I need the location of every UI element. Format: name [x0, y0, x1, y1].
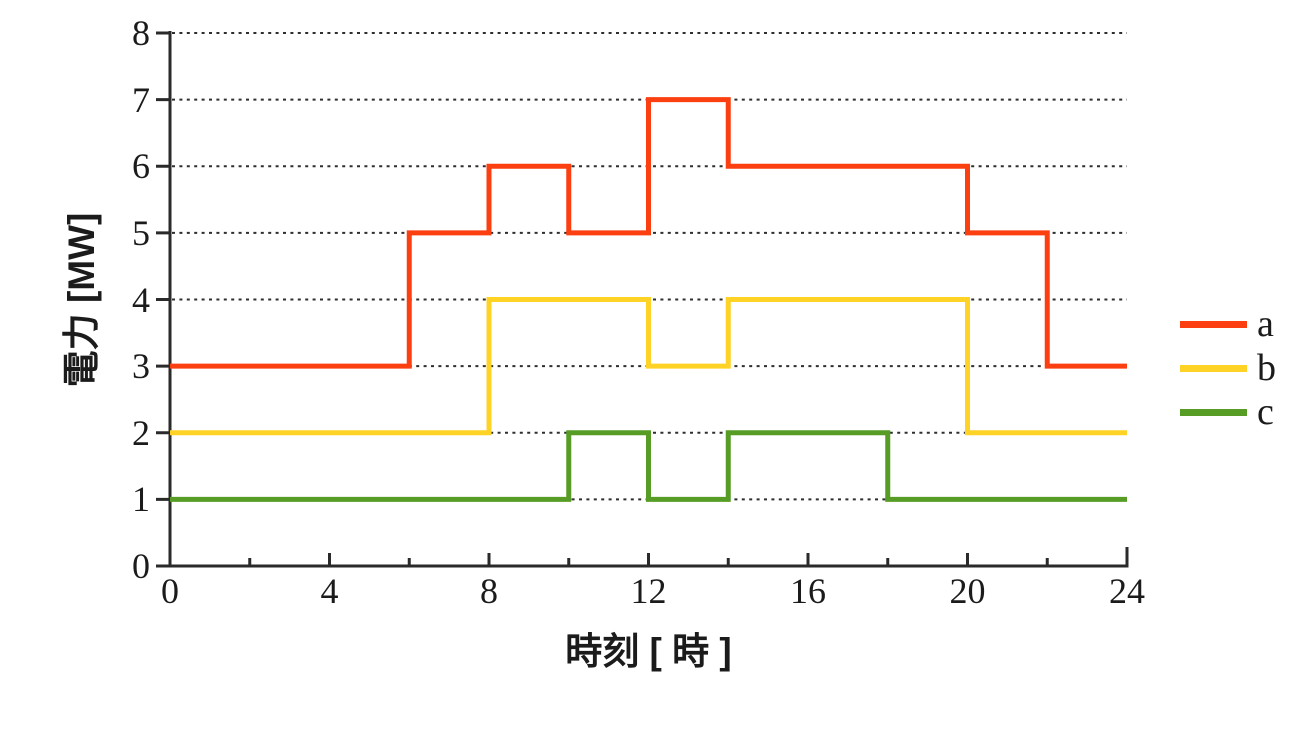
y-tick-label: 3 — [132, 346, 150, 387]
x-tick-label: 24 — [1109, 571, 1145, 611]
y-tick-label: 4 — [132, 279, 150, 320]
legend-swatch-a — [1180, 320, 1247, 328]
legend-item-b: b — [1180, 346, 1276, 390]
y-tick-label: 7 — [132, 79, 150, 120]
series-b-line — [170, 297, 1127, 436]
x-tick-label: 4 — [320, 571, 339, 611]
legend-label-c: c — [1257, 391, 1274, 433]
series-a-line — [170, 97, 1127, 369]
legend-label-a: a — [1257, 303, 1274, 345]
legend-swatch-b — [1180, 364, 1247, 372]
y-tick-label: 5 — [132, 212, 150, 253]
legend: a b c — [1180, 302, 1276, 434]
x-tick-label: 16 — [790, 571, 826, 611]
legend-swatch-c — [1180, 408, 1247, 416]
x-axis-title: 時刻 [ 時 ] — [565, 631, 732, 672]
legend-item-c: c — [1180, 390, 1276, 434]
x-tick-label: 8 — [480, 571, 498, 611]
y-tick-label: 8 — [132, 13, 150, 53]
x-tick-label: 0 — [161, 571, 179, 611]
y-tick-label: 6 — [132, 146, 150, 187]
y-tick-label: 1 — [132, 479, 150, 520]
series-c-line — [170, 430, 1127, 502]
legend-label-b: b — [1257, 347, 1276, 389]
y-tick-label: 2 — [132, 412, 150, 453]
legend-item-a: a — [1180, 302, 1276, 346]
x-tick-label: 20 — [949, 571, 986, 611]
x-tick-label: 12 — [630, 571, 667, 611]
y-tick-label: 0 — [132, 546, 150, 586]
